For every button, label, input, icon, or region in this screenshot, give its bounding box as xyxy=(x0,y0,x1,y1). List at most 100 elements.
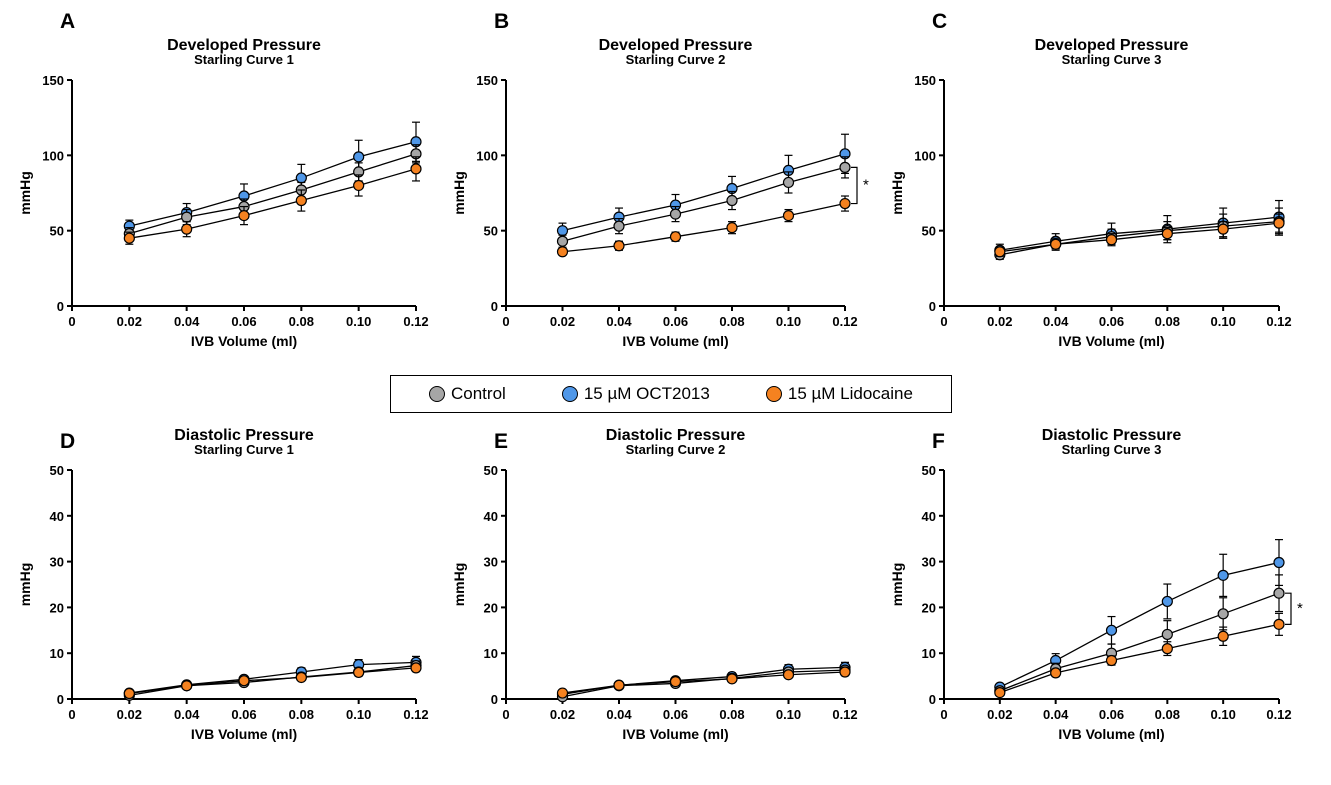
series-15-m-oct2013 xyxy=(556,133,851,239)
x-tick-label: 0.12 xyxy=(1266,707,1291,722)
x-axis-label: IVB Volume (ml) xyxy=(622,726,728,742)
series-line xyxy=(562,202,846,253)
legend: Control 15 µM OCT2013 15 µM Lidocaine xyxy=(390,375,952,413)
chart-subtitle: Starling Curve 3 xyxy=(1062,442,1162,457)
data-point xyxy=(839,161,851,173)
data-point xyxy=(181,211,193,223)
series-line xyxy=(129,153,417,235)
data-point xyxy=(295,172,307,184)
legend-marker-oct2013 xyxy=(561,386,578,402)
x-tick-label: 0.02 xyxy=(550,707,575,722)
series-line xyxy=(562,669,846,698)
x-tick-label: 0.06 xyxy=(1099,314,1124,329)
y-axis-label: mmHg xyxy=(889,563,905,607)
y-tick-label: 50 xyxy=(922,463,936,478)
data-point xyxy=(295,671,307,684)
y-tick-label: 30 xyxy=(922,555,936,570)
data-point xyxy=(1050,667,1062,679)
data-point xyxy=(556,235,569,247)
x-axis-label: IVB Volume (ml) xyxy=(1058,333,1164,349)
x-tick-label: 0.12 xyxy=(832,707,857,722)
data-point xyxy=(556,225,569,237)
panel-letter: C xyxy=(932,10,947,33)
series-15-m-oct2013 xyxy=(123,655,422,699)
y-tick-label: 0 xyxy=(929,299,936,314)
x-tick-label: 0.06 xyxy=(1099,707,1124,722)
x-tick-label: 0.08 xyxy=(719,707,744,722)
y-tick-label: 0 xyxy=(491,692,498,707)
x-tick-label: 0.08 xyxy=(289,314,314,329)
y-tick-label: 50 xyxy=(50,224,64,239)
x-tick-label: 0.02 xyxy=(987,707,1012,722)
series-15-m-lidocaine xyxy=(994,612,1285,699)
x-tick-label: 0.08 xyxy=(719,314,744,329)
data-point xyxy=(613,220,625,232)
data-point xyxy=(410,163,422,175)
y-tick-label: 150 xyxy=(42,73,64,88)
x-tick-label: 0.10 xyxy=(776,707,801,722)
data-point xyxy=(353,179,365,192)
data-point xyxy=(1273,217,1285,229)
chart-title: Developed Pressure xyxy=(1035,37,1189,54)
data-point xyxy=(1050,238,1062,250)
legend-marker-control xyxy=(429,386,445,402)
y-tick-label: 150 xyxy=(476,73,498,88)
data-point xyxy=(181,680,193,692)
series-15-m-lidocaine xyxy=(123,156,422,245)
series-15-m-oct2013 xyxy=(994,539,1285,693)
chart-title: Developed Pressure xyxy=(167,37,321,54)
series-15-m-lidocaine xyxy=(556,666,851,699)
x-tick-label: 0.10 xyxy=(1211,314,1236,329)
x-tick-label: 0.12 xyxy=(1266,314,1291,329)
series-line xyxy=(129,141,417,227)
chart-title: Diastolic Pressure xyxy=(1042,427,1182,444)
data-point xyxy=(1217,608,1229,620)
y-tick-label: 50 xyxy=(484,224,498,239)
legend-label-control: Control xyxy=(451,384,506,403)
y-tick-label: 100 xyxy=(914,148,936,163)
y-tick-label: 0 xyxy=(929,692,936,707)
data-point xyxy=(669,208,682,220)
x-tick-label: 0.08 xyxy=(1155,707,1180,722)
series-line xyxy=(129,664,417,696)
data-point xyxy=(994,246,1006,258)
chart-subtitle: Starling Curve 1 xyxy=(194,442,294,457)
y-tick-label: 20 xyxy=(50,600,64,615)
x-tick-label: 0.12 xyxy=(403,314,428,329)
legend-item-oct2013: 15 µM OCT2013 xyxy=(561,384,710,404)
y-tick-label: 150 xyxy=(914,73,936,88)
chart-title: Diastolic Pressure xyxy=(606,427,746,444)
x-tick-label: 0.08 xyxy=(289,707,314,722)
panel-letter: E xyxy=(494,430,508,453)
x-axis-label: IVB Volume (ml) xyxy=(1058,726,1164,742)
series-line xyxy=(999,561,1280,688)
y-tick-label: 100 xyxy=(42,148,64,163)
series-15-m-lidocaine xyxy=(556,195,851,258)
series-line xyxy=(562,153,846,232)
y-tick-label: 20 xyxy=(922,600,936,615)
y-tick-label: 40 xyxy=(922,509,936,524)
legend-item-control: Control xyxy=(429,384,506,404)
panel-letter: B xyxy=(494,10,509,33)
data-point xyxy=(1105,234,1118,246)
significance-marker: * xyxy=(863,176,869,193)
x-tick-label: 0.10 xyxy=(1211,707,1236,722)
x-tick-label: 0.04 xyxy=(606,707,632,722)
x-tick-label: 0.06 xyxy=(231,707,256,722)
series-control xyxy=(994,207,1285,261)
x-tick-label: 0 xyxy=(940,314,947,329)
chart-subtitle: Starling Curve 2 xyxy=(626,442,726,457)
y-tick-label: 50 xyxy=(484,463,498,478)
data-point xyxy=(613,679,625,691)
x-tick-label: 0.12 xyxy=(832,314,857,329)
x-axis-label: IVB Volume (ml) xyxy=(191,726,297,742)
data-point xyxy=(726,194,738,207)
panel-letter: F xyxy=(932,430,945,453)
legend-label-lidocaine: 15 µM Lidocaine xyxy=(787,384,913,403)
x-tick-label: 0 xyxy=(502,707,509,722)
data-point xyxy=(1217,223,1229,235)
x-tick-label: 0 xyxy=(68,707,75,722)
